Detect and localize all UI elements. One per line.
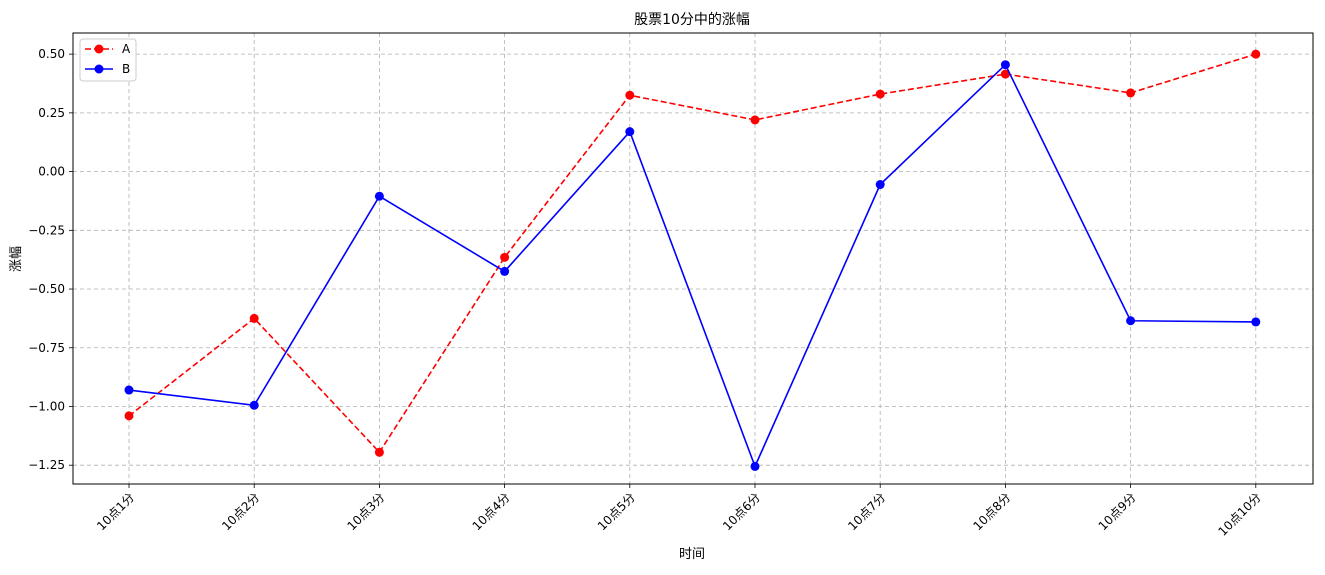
y-tick-label: −0.50	[28, 282, 65, 296]
y-tick-label: 0.50	[38, 47, 65, 61]
data-point-A	[1126, 88, 1136, 98]
legend-label-B: B	[122, 62, 130, 76]
data-point-B	[1000, 60, 1010, 70]
data-point-B	[1126, 316, 1136, 326]
data-point-A	[625, 90, 635, 100]
x-tick-label: 10点9分	[1096, 490, 1139, 533]
y-tick-label: −0.75	[28, 341, 65, 355]
x-tick-label: 10点7分	[845, 490, 888, 533]
data-point-B	[625, 127, 635, 137]
y-tick-label: 0.25	[38, 106, 65, 120]
plot-frame	[72, 32, 1314, 485]
axes: 10点1分 10点2分 10点3分 10点4分 10点5分 10点6分 10点7分 10点8分…	[28, 32, 1314, 539]
y-tick-label: −1.00	[28, 399, 65, 413]
data-point-A	[500, 252, 510, 262]
data-point-A	[750, 115, 760, 125]
legend-marker-B	[94, 64, 104, 74]
data-point-B	[750, 461, 760, 471]
series-line-B	[128, 63, 1256, 469]
legend: AB	[79, 38, 137, 82]
x-tick-label: 10点10分	[1215, 490, 1263, 538]
grid	[73, 33, 1313, 484]
x-tick-label: 10点2分	[219, 490, 262, 533]
x-tick-label: 10点3分	[344, 490, 387, 533]
data-point-B	[249, 400, 259, 410]
y-tick-label: 0.00	[38, 165, 65, 179]
y-tick-label: −0.25	[28, 223, 65, 237]
chart-title: 股票10分中的涨幅	[634, 12, 750, 28]
data-point-B	[1251, 317, 1261, 327]
data-point-B	[500, 266, 510, 276]
y-tick-label: −1.25	[28, 458, 65, 472]
x-tick-label: 10点1分	[94, 490, 137, 533]
data-point-A	[124, 411, 134, 421]
legend-marker-A	[94, 44, 104, 54]
x-tick-label: 10点8分	[970, 490, 1013, 533]
data-point-B	[124, 385, 134, 395]
x-tick-label: 10点5分	[595, 490, 638, 533]
x-tick-label: 10点4分	[470, 490, 513, 533]
data-point-B	[875, 180, 885, 190]
data-point-A	[1251, 49, 1261, 59]
data-point-A	[1000, 69, 1010, 79]
x-axis-label: 时间	[679, 547, 705, 562]
series-line-A	[128, 53, 1257, 454]
series-layer	[124, 49, 1261, 471]
data-point-B	[374, 191, 384, 201]
data-point-A	[374, 447, 384, 457]
y-axis-label: 涨幅	[9, 246, 24, 272]
x-tick-label: 10点6分	[720, 490, 763, 533]
data-point-A	[875, 89, 885, 99]
data-point-A	[249, 313, 259, 323]
legend-label-A: A	[122, 42, 131, 56]
